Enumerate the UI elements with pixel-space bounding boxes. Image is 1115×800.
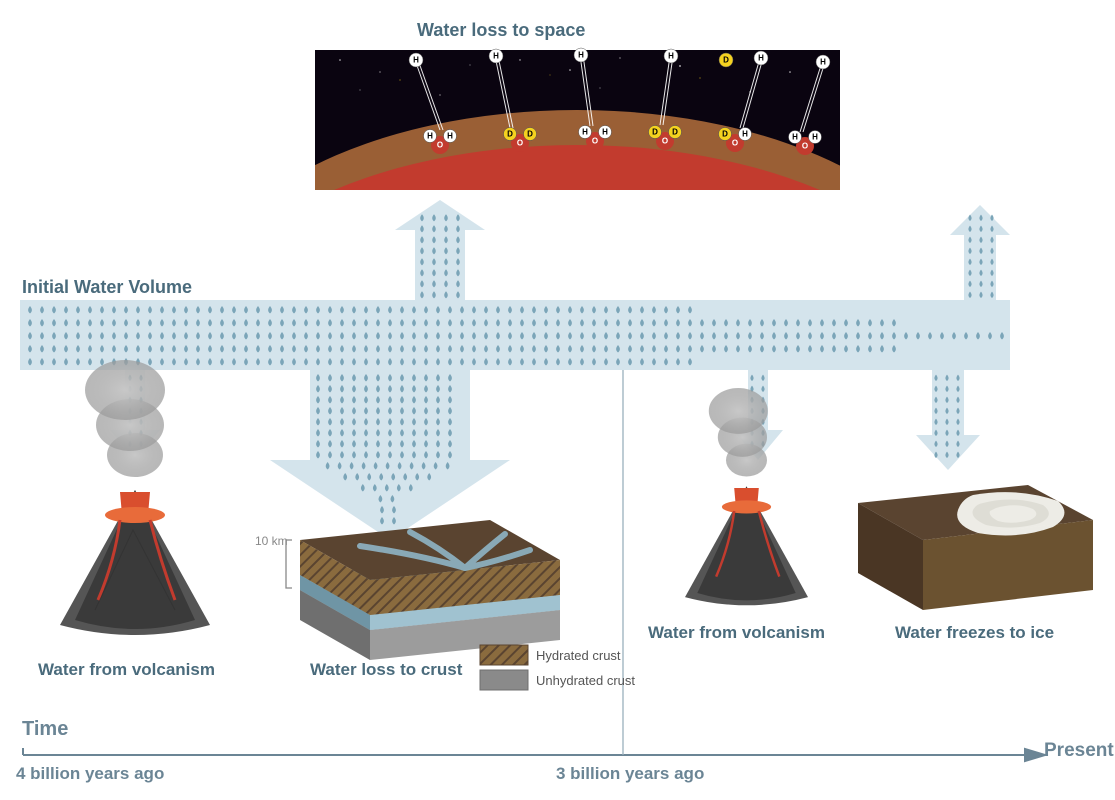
svg-text:H: H bbox=[413, 56, 419, 65]
volcanism-left-label: Water from volcanism bbox=[38, 660, 215, 680]
svg-text:H: H bbox=[582, 128, 588, 137]
svg-text:D: D bbox=[527, 130, 533, 139]
crust-block bbox=[286, 520, 560, 660]
legend bbox=[480, 645, 528, 690]
svg-text:H: H bbox=[758, 54, 764, 63]
legend-unhydrated: Unhydrated crust bbox=[536, 673, 635, 688]
svg-text:O: O bbox=[517, 139, 523, 148]
volcanism-right-label: Water from volcanism bbox=[648, 623, 825, 643]
svg-text:D: D bbox=[652, 128, 658, 137]
svg-text:H: H bbox=[602, 128, 608, 137]
volcano-right bbox=[685, 388, 808, 605]
legend-hydrated: Hydrated crust bbox=[536, 648, 621, 663]
svg-text:D: D bbox=[672, 128, 678, 137]
time-label: Time bbox=[22, 718, 68, 741]
svg-text:D: D bbox=[722, 130, 728, 139]
depth-label: 10 km bbox=[255, 534, 288, 548]
svg-text:H: H bbox=[742, 130, 748, 139]
time-start: 4 billion years ago bbox=[16, 764, 164, 784]
flow-arrows bbox=[20, 200, 1010, 540]
volcano-left bbox=[60, 360, 210, 635]
time-end: Present bbox=[1044, 740, 1114, 762]
svg-text:O: O bbox=[802, 142, 808, 151]
svg-text:O: O bbox=[732, 139, 738, 148]
svg-text:H: H bbox=[427, 132, 433, 141]
svg-text:O: O bbox=[437, 141, 443, 150]
svg-text:H: H bbox=[820, 58, 826, 67]
title: Water loss to space bbox=[417, 20, 585, 41]
initial-water-label: Initial Water Volume bbox=[22, 277, 192, 298]
svg-text:D: D bbox=[723, 56, 729, 65]
svg-text:H: H bbox=[578, 51, 584, 60]
svg-text:O: O bbox=[662, 137, 668, 146]
crust-loss-label: Water loss to crust bbox=[310, 660, 462, 680]
svg-text:O: O bbox=[592, 137, 598, 146]
svg-text:H: H bbox=[447, 132, 453, 141]
svg-text:H: H bbox=[812, 133, 818, 142]
time-mid: 3 billion years ago bbox=[556, 764, 704, 784]
svg-text:D: D bbox=[507, 130, 513, 139]
freezes-label: Water freezes to ice bbox=[895, 623, 1054, 643]
svg-text:H: H bbox=[792, 133, 798, 142]
svg-text:H: H bbox=[668, 52, 674, 61]
ice-block bbox=[858, 485, 1093, 610]
svg-text:H: H bbox=[493, 52, 499, 61]
